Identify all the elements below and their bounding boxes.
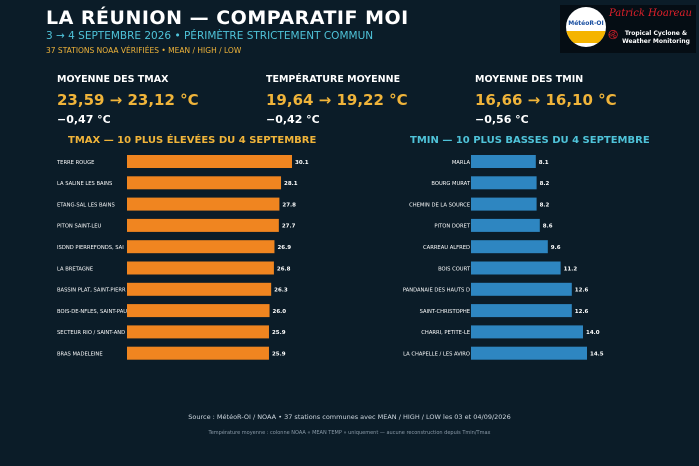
tmin-bar <box>471 261 561 275</box>
tmax-category-label: BOIS-DE-NFLES, SAINT-PAU <box>57 309 127 315</box>
stations-line: 37 STATIONS NOAA VÉRIFIÉES • MEAN / HIGH… <box>46 46 242 55</box>
tmin-value-label: 12.6 <box>575 309 589 315</box>
tmax-bar <box>127 346 269 360</box>
stat-tmax: MOYENNE DES TMAX 23,59 → 23,12 °C −0,47 … <box>57 74 257 126</box>
tmax-bar <box>127 325 269 339</box>
page-subtitle: 3 → 4 SEPTEMBRE 2026 • PÉRIMÈTRE STRICTE… <box>46 30 374 42</box>
tmin-bar <box>471 197 537 211</box>
stat-tmax-delta: −0,47 °C <box>57 113 111 126</box>
tmax-category-label: ETANG-SAL LES BAINS <box>57 202 115 208</box>
stat-tmax-value: 23,59 → 23,12 °C <box>57 91 199 109</box>
tmax-bar <box>127 282 272 296</box>
tmax-bar <box>127 240 275 254</box>
tmin-category-label: CHEMIN DE LA SOURCE <box>409 202 470 208</box>
tmax-value-label: 27.7 <box>282 224 296 230</box>
tmin-value-label: 14.0 <box>586 330 600 336</box>
stat-tmean-value: 19,64 → 19,22 °C <box>266 91 408 109</box>
tmin-category-label: CHARRI, PETITE-LE <box>421 330 470 336</box>
logo-name: Patrick Hoareau <box>609 8 692 19</box>
tmin-bar <box>471 155 536 168</box>
tmax-category-label: PITON SAINT-LEU <box>57 224 102 230</box>
tmax-bar <box>127 197 280 211</box>
tmax-bar <box>127 176 282 190</box>
logo-tagline-2: Weather Monitoring <box>622 38 690 45</box>
tmax-value-label: 27.8 <box>282 202 296 208</box>
brand-logo: MétéoR-OI Patrick Hoareau ࿋ Tropical Cyc… <box>560 5 696 53</box>
tmax-value-label: 25.9 <box>272 352 286 358</box>
tmax-category-label: ISDND PIERREFONDS, SAI <box>57 245 124 251</box>
tmin-chart-title: TMIN — 10 PLUS BASSES DU 4 SEPTEMBRE <box>410 135 650 146</box>
tmax-category-label: BASSIN PLAT, SAINT-PIERR <box>57 288 126 294</box>
tmax-category-label: SECTEUR RIO / SAINT-AND <box>57 330 125 336</box>
tmin-value-label: 8.1 <box>539 160 549 166</box>
tmax-bar <box>127 218 279 232</box>
tmin-value-label: 11.2 <box>564 266 578 272</box>
tmin-bar <box>471 325 583 339</box>
tmax-category-label: LA SALINE LES BAINS <box>57 181 112 187</box>
tmin-bar <box>471 240 548 254</box>
tmin-category-label: BOURG MURAT <box>431 181 470 187</box>
tmin-value-label: 9.6 <box>551 245 561 251</box>
tmax-value-label: 26.0 <box>273 309 287 315</box>
stat-tmax-label: MOYENNE DES TMAX <box>57 74 169 85</box>
tmin-value-label: 8.2 <box>540 181 550 187</box>
stat-tmean-label: TEMPÉRATURE MOYENNE <box>266 74 401 85</box>
footer-note: Température moyenne : colonne NOAA « MEA… <box>208 430 491 436</box>
stat-tmin-value: 16,66 → 16,10 °C <box>475 91 617 109</box>
tmax-value-label: 30.1 <box>295 160 309 166</box>
tmin-value-label: 14.5 <box>590 352 604 358</box>
tmin-category-label: CARREAU ALFRED <box>423 245 470 251</box>
tmin-bar <box>471 218 540 232</box>
tmax-bar <box>127 155 292 168</box>
logo-tagline: Tropical Cyclone & Weather Monitoring <box>616 30 696 46</box>
tmax-value-label: 25.9 <box>272 330 286 336</box>
tmin-bar <box>471 346 587 360</box>
logo-tagline-1: Tropical Cyclone & <box>624 30 688 37</box>
stat-tmin: MOYENNE DES TMIN 16,66 → 16,10 °C −0,56 … <box>475 74 675 126</box>
tmin-category-label: SAINT-CHRISTOPHE <box>420 309 470 315</box>
footer-source: Source : MétéoR-OI / NOAA • 37 stations … <box>188 413 511 421</box>
tmin-category-label: PITON DORET <box>434 224 470 230</box>
tmax-bar <box>127 304 270 318</box>
tmin-bar <box>471 176 537 190</box>
stat-tmin-delta: −0,56 °C <box>475 113 529 126</box>
tmin-category-label: MARLA <box>452 160 471 166</box>
meteor-oi-logo-icon: MétéoR-OI <box>566 7 606 47</box>
tmax-category-label: BRAS MADELEINE <box>57 352 103 358</box>
tmax-bar <box>127 261 274 275</box>
tmin-value-label: 8.6 <box>543 224 553 230</box>
tmin-category-label: BOIS COURT <box>438 266 471 272</box>
tmax-value-label: 26.9 <box>277 245 291 251</box>
tmin-bar <box>471 282 572 296</box>
tmin-value-label: 8.2 <box>540 202 550 208</box>
tmin-category-label: LA CHAPELLE / LES AVIRO <box>403 352 470 358</box>
stat-tmean-delta: −0,42 °C <box>266 113 320 126</box>
logo-circle-text: MétéoR-OI <box>568 20 604 27</box>
stat-tmean: TEMPÉRATURE MOYENNE 19,64 → 19,22 °C −0,… <box>266 74 466 126</box>
tmin-category-label: PANDANAIE DES HAUTS D <box>403 288 470 294</box>
tmax-value-label: 26.3 <box>274 288 288 294</box>
tmax-value-label: 28.1 <box>284 181 298 187</box>
stat-tmin-label: MOYENNE DES TMIN <box>475 74 584 85</box>
page-title: LA RÉUNION — COMPARATIF MOI <box>46 7 409 29</box>
tmin-value-label: 12.6 <box>575 288 589 294</box>
tmin-bar <box>471 304 572 318</box>
tmax-value-label: 26.8 <box>277 266 291 272</box>
cyclone-icon: ࿋ <box>608 28 619 43</box>
tmax-category-label: LA BRETAGNE <box>57 266 93 272</box>
tmax-chart-title: TMAX — 10 PLUS ÉLEVÉES DU 4 SEPTEMBRE <box>68 135 317 146</box>
tmax-category-label: TERRE ROUGE <box>56 160 94 166</box>
